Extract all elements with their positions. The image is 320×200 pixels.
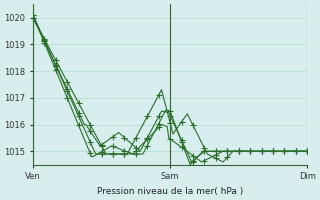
X-axis label: Pression niveau de la mer( hPa ): Pression niveau de la mer( hPa ) — [97, 187, 243, 196]
